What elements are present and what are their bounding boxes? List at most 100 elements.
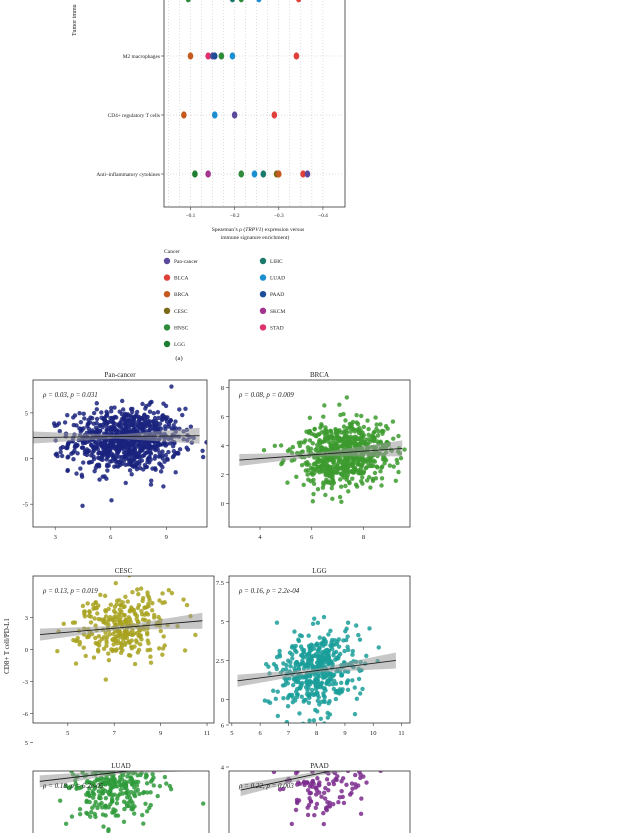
- scatter-point: [357, 637, 363, 642]
- scatter-point: [315, 709, 320, 714]
- scatter-point: [127, 468, 133, 473]
- dot-point: [211, 111, 218, 119]
- scatter-point: [138, 633, 143, 638]
- scatter-point: [315, 486, 321, 492]
- scatter-title: LUAD: [111, 762, 130, 770]
- legend-label: STAD: [270, 325, 284, 331]
- scatter-point: [103, 763, 107, 767]
- scatter-point: [84, 452, 90, 458]
- scatter-point: [307, 438, 313, 443]
- scatter-point: [356, 428, 361, 433]
- scatter-point: [360, 686, 365, 692]
- scatter-point: [105, 445, 111, 450]
- dot-point: [218, 52, 225, 60]
- scatter-point: [317, 651, 322, 656]
- legend-items: Pan-cancer LIHC BLCA LUAD BRCA PAAD CESC SKCM HN…: [163, 257, 285, 348]
- scatter-point: [100, 754, 104, 758]
- scatter-point: [281, 786, 286, 792]
- scatter-point: [129, 734, 133, 738]
- scatter-point: [375, 465, 380, 470]
- scatter-point: [140, 401, 145, 407]
- scatter-point: [142, 462, 148, 468]
- scatter-point: [103, 614, 109, 619]
- scatter-x-tick-label: 4: [258, 534, 262, 541]
- scatter-point: [98, 795, 103, 801]
- scatter-point: [321, 482, 326, 487]
- scatter-point: [262, 698, 268, 703]
- scatter-point: [97, 748, 101, 752]
- scatter-point: [383, 424, 389, 429]
- scatter-x-tick-label: 5: [66, 730, 69, 737]
- scatter-point: [119, 753, 123, 757]
- scatter-point: [155, 748, 159, 752]
- dot-point: [293, 52, 300, 60]
- scatter-point: [327, 699, 332, 704]
- scatter-point: [274, 620, 280, 625]
- scatter-point: [364, 653, 369, 659]
- scatter-point: [336, 654, 341, 659]
- scatter-point: [165, 736, 169, 740]
- scatter-point: [148, 482, 154, 487]
- scatter-point: [317, 437, 322, 443]
- scatter-point: [354, 696, 360, 702]
- scatter-point: [120, 407, 126, 412]
- scatter-point: [65, 413, 70, 418]
- legend-swatch: [163, 257, 171, 265]
- scatter-point: [152, 466, 158, 471]
- scatter-point: [111, 642, 116, 647]
- scatter-point: [77, 642, 82, 647]
- scatter-point: [160, 752, 164, 756]
- scatter-point: [95, 641, 100, 647]
- scatter-points: [239, 395, 444, 505]
- legend-swatch: [163, 340, 171, 348]
- scatter-point: [112, 743, 116, 747]
- panel-label-a: (a): [175, 355, 182, 362]
- scatter-point: [355, 744, 359, 748]
- scatter-point: [345, 747, 349, 751]
- scatter-title: CESC: [115, 567, 133, 575]
- scatter-point: [285, 695, 291, 701]
- scatter-point: [324, 647, 330, 653]
- scatter-point: [111, 748, 115, 752]
- scatter-point: [142, 757, 146, 761]
- scatter-point: [308, 446, 314, 452]
- scatter-point: [142, 605, 148, 610]
- scatter-point: [96, 754, 100, 758]
- scatter-point: [129, 781, 135, 786]
- scatter-point: [85, 778, 90, 784]
- scatter-point: [301, 650, 306, 655]
- scatter-point: [160, 591, 165, 596]
- scatter-points: [33, 384, 207, 509]
- scatter-point: [111, 782, 116, 787]
- scatter-point: [126, 418, 131, 423]
- scatter-point: [358, 435, 363, 441]
- scatter-point: [328, 628, 333, 634]
- scatter-point: [359, 796, 364, 801]
- scatter-point: [180, 412, 185, 418]
- scatter-point: [290, 444, 296, 450]
- scatter-point: [370, 438, 376, 443]
- scatter-point: [355, 460, 361, 466]
- scatter-point: [87, 793, 92, 799]
- scatter-point: [81, 645, 86, 650]
- scatter-point: [66, 785, 72, 791]
- scatter-point: [328, 429, 334, 434]
- scatter-point: [271, 771, 277, 775]
- scatter-point: [144, 781, 150, 786]
- scatter-point: [97, 428, 102, 434]
- scatter-point: [263, 662, 269, 667]
- dot-point: [181, 111, 187, 119]
- scatter-point: [361, 424, 367, 430]
- scatter-point: [91, 792, 97, 797]
- scatter-point: [99, 410, 104, 415]
- scatter-point: [155, 426, 160, 432]
- scatter-point: [92, 445, 98, 451]
- scatter-point: [322, 721, 327, 723]
- scatter-point: [131, 416, 137, 421]
- scatter-point: [336, 637, 342, 642]
- legend-swatch: [163, 307, 171, 314]
- scatter-point: [440, 422, 444, 426]
- scatter-panel: BRCA ρ = 0.08, p = 0.009 8 6 4 2 0 4 6 8: [221, 371, 444, 541]
- scatter-point: [322, 467, 328, 472]
- scatter-point: [293, 643, 298, 649]
